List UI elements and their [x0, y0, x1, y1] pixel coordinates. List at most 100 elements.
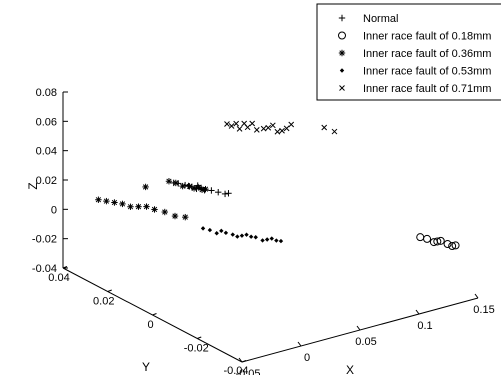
data-point-dot	[269, 236, 274, 241]
data-point-asterisk	[190, 185, 198, 192]
x-tick-mark	[356, 325, 361, 331]
y-tick-label: 0.04	[48, 272, 69, 284]
series-2	[416, 233, 460, 251]
data-point-asterisk	[195, 184, 202, 191]
data-point-dot	[230, 232, 235, 237]
data-point-cross	[321, 124, 328, 131]
data-point-asterisk	[142, 183, 149, 191]
legend-marker-plus	[338, 14, 346, 22]
data-point-cross	[283, 125, 290, 132]
y-tick-label: 0	[147, 319, 153, 331]
z-tick-label: 0.02	[36, 175, 57, 187]
legend-label: Inner race fault of 0.53mm	[363, 66, 491, 78]
series-3	[95, 178, 209, 221]
x-tick-label: 0.1	[417, 320, 432, 332]
data-point-cross	[249, 120, 256, 127]
y-tick-mark	[241, 360, 247, 363]
data-point-cross	[288, 121, 295, 128]
data-point-cross	[233, 120, 240, 127]
data-point-dot	[278, 238, 284, 244]
legend-marker-dot	[339, 68, 345, 73]
data-point-circle	[416, 233, 425, 242]
y-axis-ticks: 0.04 0.02 0 -0.02 -0.04	[48, 266, 249, 375]
data-point-cross	[228, 123, 235, 129]
data-point-dot	[264, 237, 270, 242]
data-point-asterisk	[202, 185, 209, 193]
data-point-asterisk	[179, 182, 186, 190]
data-point-cross	[260, 125, 267, 132]
x-tick-label: 0.15	[473, 304, 494, 316]
z-tick-label: 0.06	[36, 116, 57, 128]
data-point-cross	[331, 128, 338, 135]
data-point-cross	[279, 127, 285, 134]
z-axis-label: Z	[26, 182, 40, 189]
y-tick-label: -0.04	[223, 365, 248, 375]
y-tick-mark	[197, 336, 202, 339]
data-point-cross	[269, 122, 276, 129]
z-tick-label: 0.08	[36, 87, 57, 99]
data-point-cross	[224, 121, 230, 127]
series-5	[224, 120, 338, 135]
data-point-circle	[448, 242, 457, 251]
data-point-asterisk	[171, 212, 179, 220]
data-point-dot	[260, 238, 265, 243]
data-point-dot	[214, 231, 219, 236]
data-point-cross	[253, 127, 260, 133]
data-point-asterisk	[119, 200, 126, 208]
legend-label: Inner race fault of 0.36mm	[363, 48, 491, 60]
x-tick-label: -0.05	[235, 368, 260, 375]
legend-marker-circle	[338, 31, 346, 40]
data-point-dot	[239, 233, 245, 238]
data-point-circle	[451, 241, 460, 250]
x-tick-mark	[297, 341, 302, 347]
data-point-asterisk	[151, 206, 158, 213]
x-tick-mark	[415, 309, 420, 315]
data-point-cross	[265, 124, 272, 131]
data-point-dot	[253, 235, 258, 240]
z-axis-ticks: 0.08 0.06 0.04 0.02 0 -0.02 -0.04	[32, 87, 68, 275]
data-point-circle	[436, 236, 445, 245]
x-axis-label: X	[346, 363, 354, 375]
z-tick-label: 0	[51, 204, 57, 216]
data-point-asterisk	[165, 178, 173, 185]
x-tick-label: 0.05	[355, 336, 376, 348]
data-point-dot	[274, 238, 279, 243]
data-point-asterisk	[103, 197, 110, 205]
legend-box	[316, 3, 501, 101]
data-point-dot	[207, 227, 213, 233]
legend-items: Normal Inner race fault of 0.18mm Inner ra…	[338, 13, 491, 95]
data-point-dot	[200, 226, 206, 231]
x-tick-label: 0	[304, 352, 310, 364]
data-point-dot	[244, 232, 249, 237]
data-point-cross	[244, 124, 251, 131]
series-4	[200, 226, 284, 244]
x-tick-mark	[238, 357, 243, 363]
data-point-dot	[223, 230, 229, 236]
data-point-asterisk	[95, 196, 102, 203]
legend-marker-cross	[339, 85, 345, 91]
data-point-asterisk	[127, 203, 134, 210]
data-point-asterisk	[182, 213, 189, 221]
legend: Normal Inner race fault of 0.18mm Inner ra…	[316, 3, 501, 101]
data-point-asterisk	[111, 199, 118, 206]
y-tick-label: 0.02	[93, 296, 114, 308]
data-point-plus	[221, 190, 229, 198]
y-tick-label: -0.02	[184, 343, 209, 355]
data-point-circle	[433, 237, 442, 246]
z-tick-label: -0.04	[32, 263, 57, 275]
data-point-circle	[423, 234, 432, 243]
y-tick-mark	[62, 266, 68, 269]
data-point-plus	[208, 187, 215, 194]
y-tick-mark	[152, 313, 157, 316]
y-axis-label: Y	[142, 360, 150, 374]
data-point-cross	[274, 128, 281, 135]
data-points	[95, 120, 460, 251]
data-point-asterisk	[161, 208, 168, 216]
data-point-cross	[236, 126, 243, 132]
x-axis-ticks: -0.05 0 0.05 0.1 0.15	[235, 293, 495, 375]
data-point-plus	[215, 188, 222, 196]
data-point-asterisk	[143, 203, 150, 210]
x-tick-mark	[474, 293, 479, 299]
legend-label: Inner race fault of 0.71mm	[363, 83, 491, 95]
